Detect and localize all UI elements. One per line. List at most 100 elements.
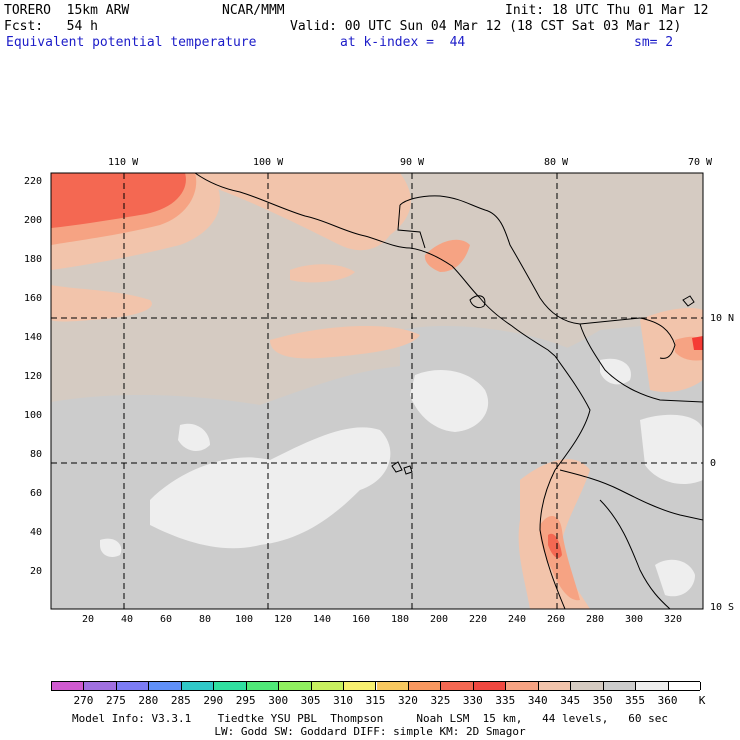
coastline-mexico — [194, 173, 411, 249]
warm-band — [640, 308, 703, 392]
colorbar-label: 280 — [138, 694, 159, 707]
y-tick-label: 180 — [24, 254, 43, 265]
lon-label: 110 W — [108, 157, 139, 168]
coastline-south-america — [539, 355, 591, 609]
colorbar-label: 310 — [333, 694, 353, 707]
lon-label: 70 W — [688, 157, 713, 168]
cold-patch — [150, 427, 391, 549]
y-tick-label: 220 — [24, 176, 43, 187]
colorbar-swatch — [52, 682, 85, 690]
map-frame — [50, 172, 704, 610]
center-name: NCAR/MMM — [222, 3, 285, 18]
colorbar-label: 345 — [560, 694, 581, 707]
extreme-patch — [692, 336, 703, 350]
colorbar-label: 340 — [527, 694, 548, 707]
border-peru-brazil — [599, 499, 671, 609]
x-tick-label: 240 — [508, 614, 527, 625]
x-tick-label: 280 — [586, 614, 605, 625]
warm-band — [270, 325, 420, 359]
colorbar-swatch — [571, 682, 604, 690]
physics-info: LW: Godd SW: Goddard DIFF: simple KM: 2D… — [214, 725, 526, 738]
hot-patch — [424, 239, 470, 272]
colorbar-swatch — [344, 682, 377, 690]
warm-band — [290, 264, 355, 283]
y-tick-label: 20 — [30, 566, 43, 577]
cold-patch — [100, 538, 122, 557]
lon-label: 100 W — [253, 157, 284, 168]
model-info: Model Info: V3.3.1 Tiedtke YSU PBL Thomp… — [71, 712, 669, 725]
hottest-patch — [548, 533, 562, 559]
hottest-patch — [51, 173, 186, 228]
x-tick-label: 320 — [664, 614, 683, 625]
colorbar-swatch — [441, 682, 474, 690]
colorbar — [51, 681, 701, 691]
cold-patch — [640, 414, 703, 485]
y-tick-label: 100 — [24, 410, 43, 421]
lat-label: 0 — [710, 458, 717, 469]
x-tick-label: 120 — [274, 614, 293, 625]
coastline-central-america — [409, 247, 556, 357]
x-tick-label: 220 — [469, 614, 488, 625]
lat-label: 10 N — [710, 313, 735, 324]
colorbar-label: 300 — [268, 694, 289, 707]
valid-time: Valid: 00 UTC Sun 04 Mar 12 (18 CST Sat … — [290, 19, 682, 34]
colorbar-label: 270 — [73, 694, 94, 707]
border-ecuador-peru — [559, 469, 703, 521]
colorbar-label: 275 — [105, 694, 126, 707]
cold-patch — [410, 370, 489, 432]
colorbar-swatch — [603, 682, 637, 690]
warm-band — [195, 173, 411, 251]
colorbar-unit: K — [698, 694, 706, 707]
colorbar-label: 320 — [398, 694, 418, 707]
init-time: Init: 18 UTC Thu 01 Mar 12 — [505, 3, 709, 18]
warm-band — [51, 285, 152, 322]
colorbar-swatch — [636, 682, 669, 690]
colorbar-swatch — [538, 682, 572, 690]
lon-label: 90 W — [400, 157, 425, 168]
x-tick-label: 180 — [391, 614, 410, 625]
x-tick-label: 200 — [430, 614, 449, 625]
colorbar-label: 285 — [170, 694, 191, 707]
colorbar-label: 350 — [592, 694, 613, 707]
y-tick-label: 120 — [24, 371, 43, 382]
cold-patch — [178, 423, 210, 452]
colorbar-swatch — [246, 682, 280, 690]
y-tick-label: 40 — [30, 527, 43, 538]
y-tick-label: 80 — [30, 449, 43, 460]
lat-label: 10 S — [710, 602, 735, 613]
colorbar-label: 330 — [462, 694, 483, 707]
colorbar-swatch — [116, 682, 150, 690]
level-label: at k-index = 44 — [340, 35, 466, 50]
colorbar-swatch — [408, 682, 442, 690]
colorbar-label: 335 — [495, 694, 516, 707]
x-tick-label: 80 — [199, 614, 212, 625]
x-tick-label: 300 — [625, 614, 644, 625]
border-colombia — [579, 323, 703, 403]
colorbar-swatch — [84, 682, 117, 690]
coastlines — [194, 173, 703, 609]
x-tick-label: 40 — [121, 614, 134, 625]
y-tick-label: 200 — [24, 215, 43, 226]
colorbar-label: 360 — [657, 694, 678, 707]
colorbar-swatch — [376, 682, 409, 690]
cold-patch — [655, 559, 695, 597]
graticule — [51, 173, 703, 609]
island-cuba — [469, 295, 486, 309]
x-tick-label: 260 — [547, 614, 566, 625]
colorbar-swatch — [279, 682, 312, 690]
x-tick-label: 60 — [160, 614, 173, 625]
y-tick-label: 60 — [30, 488, 43, 499]
field-name: Equivalent potential temperature — [6, 35, 257, 50]
island-trinidad — [682, 295, 695, 307]
colorbar-label: 355 — [625, 694, 646, 707]
colorbar-swatch — [214, 682, 247, 690]
colorbar-label: 315 — [365, 694, 386, 707]
colorbar-label: 290 — [203, 694, 224, 707]
x-tick-label: 160 — [352, 614, 371, 625]
x-tick-label: 20 — [82, 614, 95, 625]
border-guatemala — [397, 204, 426, 249]
cold-patch — [600, 358, 631, 385]
y-tick-label: 140 — [24, 332, 43, 343]
colorbar-swatch — [149, 682, 182, 690]
